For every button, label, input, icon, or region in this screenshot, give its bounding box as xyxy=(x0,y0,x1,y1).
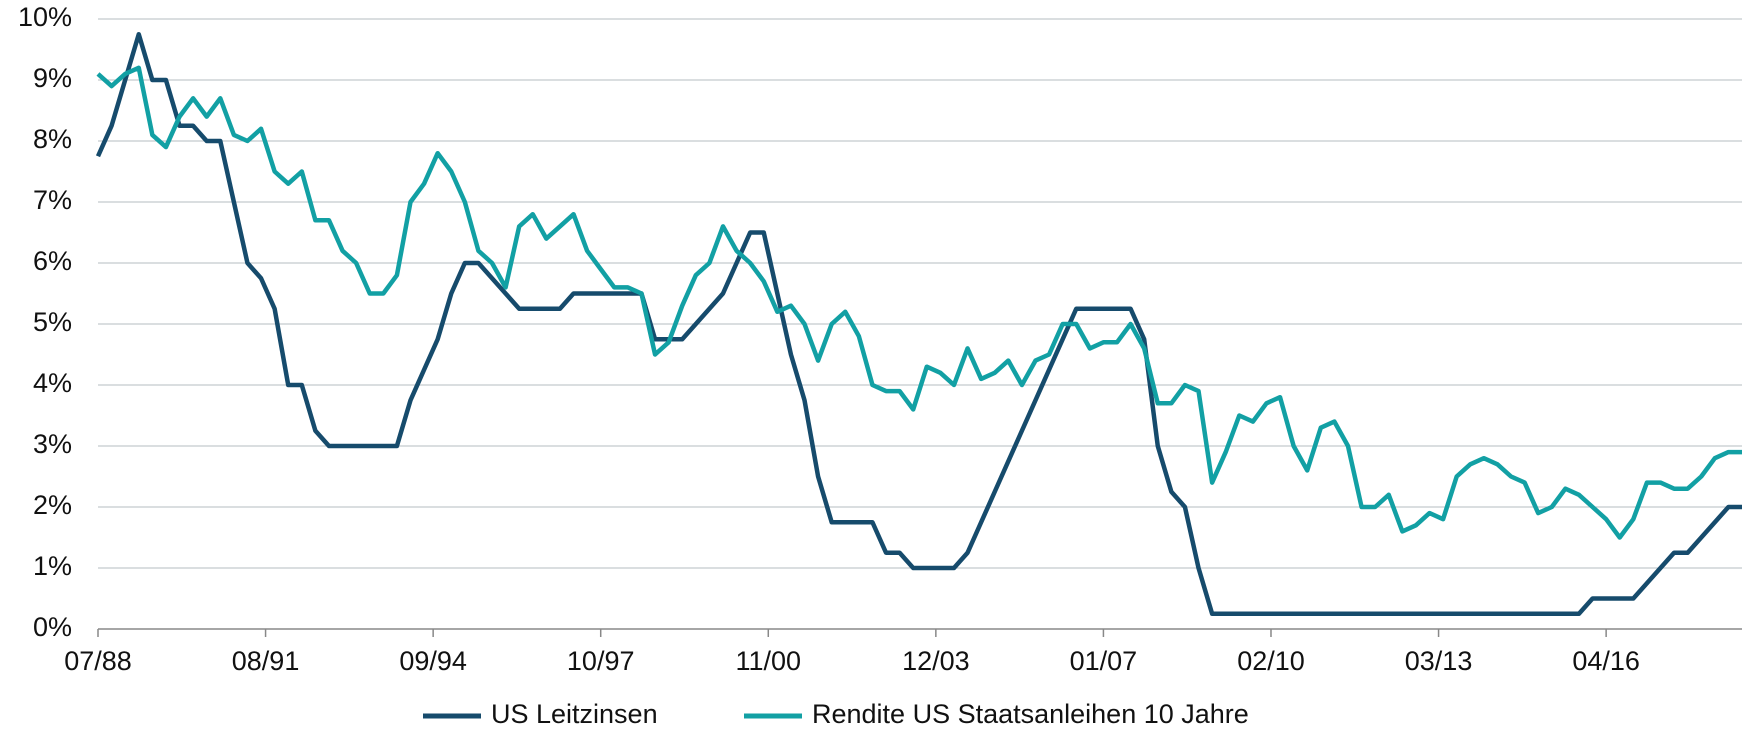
y-tick-label: 8% xyxy=(33,124,72,154)
x-tick-label: 10/97 xyxy=(567,646,635,676)
y-tick-label: 3% xyxy=(33,429,72,459)
y-tick-label: 2% xyxy=(33,490,72,520)
x-tick-label: 12/03 xyxy=(902,646,970,676)
legend-label: US Leitzinsen xyxy=(491,699,658,729)
y-tick-label: 5% xyxy=(33,307,72,337)
y-tick-label: 0% xyxy=(33,612,72,642)
y-tick-label: 9% xyxy=(33,63,72,93)
x-tick-label: 07/88 xyxy=(64,646,132,676)
x-tick-label: 03/13 xyxy=(1405,646,1473,676)
y-tick-label: 6% xyxy=(33,246,72,276)
x-tick-label: 04/16 xyxy=(1572,646,1640,676)
y-tick-label: 4% xyxy=(33,368,72,398)
x-tick-label: 09/94 xyxy=(399,646,467,676)
x-tick-label: 02/10 xyxy=(1237,646,1305,676)
y-tick-label: 10% xyxy=(18,2,72,32)
series-line xyxy=(96,65,1742,540)
series-line xyxy=(95,32,1742,616)
x-tick-label: 01/07 xyxy=(1070,646,1138,676)
x-tick-label: 08/91 xyxy=(232,646,300,676)
legend-label: Rendite US Staatsanleihen 10 Jahre xyxy=(812,699,1249,729)
y-tick-label: 7% xyxy=(33,185,72,215)
x-tick-label: 11/00 xyxy=(735,646,801,676)
y-tick-label: 1% xyxy=(33,551,72,581)
